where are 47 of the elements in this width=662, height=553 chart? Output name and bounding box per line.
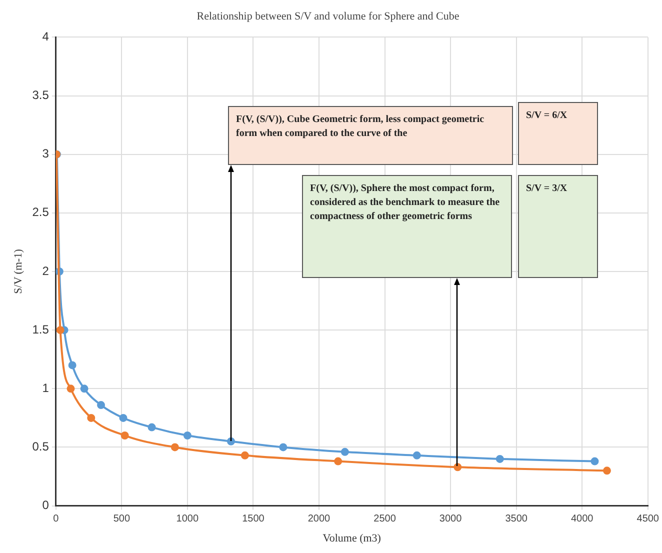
point [68, 361, 76, 370]
x-tick-label: 3000 [439, 514, 462, 525]
x-tick-label: 2000 [308, 514, 331, 525]
point [183, 432, 192, 440]
chart-title: Relationship between S/V and volume for Sphere and Cube [196, 10, 460, 22]
point [240, 451, 249, 460]
y-tick-label: 3 [42, 146, 50, 161]
point [56, 326, 64, 334]
text-box: F(V, (S/V)), Cube Geometric form, less compact geometric form when compared to the curve of the [228, 106, 513, 165]
point [226, 437, 235, 446]
point [66, 384, 75, 393]
point [602, 466, 611, 475]
x-tick-label: 3500 [505, 514, 528, 525]
point [340, 448, 349, 456]
y-tick-label: 1 [42, 380, 50, 395]
x-tick-label: 500 [113, 514, 130, 525]
point [148, 423, 156, 432]
y-axis-title: S/V (m-1) [12, 248, 24, 294]
x-tick-label: 2500 [374, 514, 396, 525]
y-tick-label: 2.5 [32, 205, 50, 220]
x-axis-title: Volume (m3) [322, 532, 382, 544]
y-tick-label: 0 [42, 498, 50, 512]
point [119, 414, 128, 422]
point [87, 414, 96, 422]
point [120, 432, 129, 440]
point [454, 463, 462, 472]
y-tick-label: 1.5 [32, 322, 50, 336]
x-tick-label: 4000 [570, 514, 594, 525]
point [80, 384, 88, 393]
text-box: F(V, (S/V)), Sphere the most compact form, considered as the benchmark to measure the compactness of other geometric forms [302, 175, 512, 278]
point [590, 457, 599, 466]
x-tick-label: 1500 [242, 514, 265, 525]
point [496, 454, 504, 463]
y-tick-label: 3.5 [32, 88, 50, 102]
x-tick-label: 0 [53, 514, 60, 525]
point [170, 443, 179, 452]
y-tick-label: 4 [42, 30, 50, 44]
x-tick-label: 4500 [636, 514, 660, 525]
point [279, 443, 288, 452]
y-tick-label: 2 [42, 264, 50, 278]
text-box: S/V = 3/X [518, 175, 598, 278]
point [334, 457, 342, 466]
point [97, 401, 106, 410]
point [412, 451, 421, 460]
x-tick-label: 1000 [176, 514, 199, 525]
y-tick-label: 0.5 [32, 440, 50, 454]
text-box: S/V = 6/X [518, 102, 598, 165]
